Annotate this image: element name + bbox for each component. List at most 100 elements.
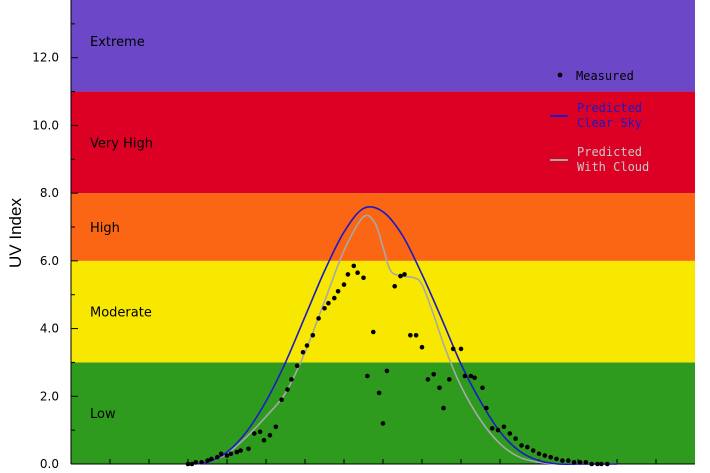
measured-point <box>402 272 407 277</box>
measured-point <box>462 373 468 379</box>
measured-point <box>224 453 230 458</box>
measured-point <box>205 458 210 463</box>
measured-point <box>238 448 243 453</box>
measured-point <box>246 446 251 452</box>
measured-point <box>525 444 530 450</box>
measured-point <box>257 429 263 435</box>
measured-points <box>185 263 610 467</box>
measured-point <box>536 451 542 457</box>
measured-point <box>554 456 559 462</box>
measured-point <box>267 432 273 438</box>
measured-point <box>513 436 518 441</box>
measured-point <box>484 405 489 411</box>
measured-point <box>398 273 403 279</box>
measured-point <box>316 316 321 321</box>
measured-point <box>595 461 600 467</box>
measured-point <box>285 387 290 392</box>
y-tick-label: 2.0 <box>40 389 59 403</box>
measured-point <box>431 372 437 377</box>
measured-point <box>371 329 376 335</box>
series-line-predicted-clear-sky <box>187 205 617 466</box>
measured-point <box>209 456 214 462</box>
measured-point <box>332 295 337 301</box>
axes: 0.0 2.0 4.0 6.0 8.0 10.0 12.0 <box>32 0 695 471</box>
measured-point <box>408 333 413 338</box>
measured-point <box>419 344 425 350</box>
measured-point <box>289 377 294 382</box>
y-tick-label: 6.0 <box>40 254 59 268</box>
measured-point <box>384 368 390 374</box>
measured-point <box>530 448 536 453</box>
measured-point <box>361 275 366 281</box>
measured-point <box>501 424 507 430</box>
band-very-high <box>71 91 695 194</box>
measured-point <box>519 443 524 448</box>
measured-point <box>583 460 589 465</box>
measured-point <box>199 460 204 465</box>
measured-point <box>228 451 234 457</box>
measured-point <box>571 460 577 465</box>
measured-point <box>376 390 382 396</box>
legend-clear-sky-label-2: Clear Sky <box>577 116 642 130</box>
legend-clear-sky-label-1: Predicted <box>577 101 642 115</box>
band-moderate <box>71 260 695 363</box>
y-axis-label: UV Index <box>6 198 25 268</box>
band-label-moderate: Moderate <box>90 306 152 321</box>
measured-point <box>605 461 610 467</box>
measured-point <box>468 373 474 379</box>
measured-point <box>185 461 191 467</box>
legend-measured-label: Measured <box>576 69 634 83</box>
measured-point <box>413 333 419 338</box>
measured-point <box>450 346 456 352</box>
measured-point <box>355 270 360 276</box>
measured-point <box>234 449 240 455</box>
measured-point <box>193 460 199 465</box>
band-extreme <box>71 0 695 92</box>
measured-point <box>345 272 351 277</box>
measured-point <box>218 451 224 457</box>
band-label-low: Low <box>90 407 116 422</box>
measured-point <box>304 343 310 348</box>
measured-point <box>300 350 306 355</box>
y-tick-label: 4.0 <box>40 322 59 336</box>
measured-point <box>599 461 604 467</box>
measured-point <box>341 282 347 287</box>
measured-point <box>215 454 220 460</box>
y-tick-label: 0.0 <box>40 457 59 471</box>
band-label-extreme: Extreme <box>90 35 145 50</box>
measured-point <box>489 426 495 431</box>
legend: Measured Predicted Clear Sky Predicted W… <box>550 69 649 174</box>
measured-point <box>425 377 431 382</box>
measured-point <box>437 385 442 391</box>
measured-point <box>365 373 370 379</box>
measured-point <box>294 363 300 369</box>
measured-point <box>351 263 357 269</box>
measured-point <box>279 397 284 403</box>
measured-point <box>326 300 331 306</box>
measured-point <box>566 458 571 463</box>
measured-point <box>322 306 327 311</box>
measured-point <box>335 289 341 294</box>
measured-point <box>447 377 452 382</box>
measured-point <box>261 438 267 443</box>
band-low <box>71 362 695 464</box>
legend-with-cloud-label-1: Predicted <box>577 145 642 159</box>
measured-point <box>560 458 565 463</box>
measured-point <box>392 284 398 289</box>
measured-point <box>472 375 477 381</box>
measured-point <box>380 421 386 426</box>
measured-point <box>548 454 553 460</box>
legend-measured-marker <box>557 72 563 78</box>
band-label-very-high: Very High <box>90 136 153 151</box>
measured-point <box>189 461 195 467</box>
y-tick-label: 8.0 <box>40 186 59 200</box>
measured-point <box>589 461 594 467</box>
measured-point <box>252 431 257 436</box>
measured-point <box>441 405 446 411</box>
y-tick-label: 12.0 <box>32 51 59 65</box>
measured-point <box>507 431 513 436</box>
measured-point <box>480 385 485 391</box>
measured-point <box>577 460 583 465</box>
y-tick-label: 10.0 <box>32 118 59 132</box>
